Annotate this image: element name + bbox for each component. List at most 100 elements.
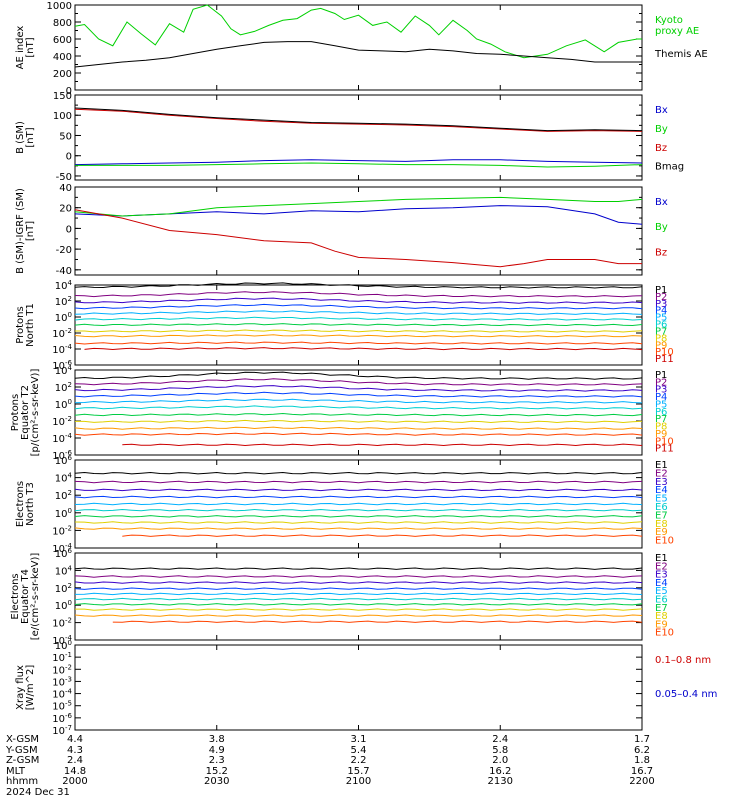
series-line-e4 bbox=[74, 587, 643, 590]
footer-value: 1.8 bbox=[634, 755, 650, 767]
footer-row: Y-GSM 4.3 4.9 5.4 5.8 6.2 bbox=[0, 744, 750, 757]
y-tick-label: 40 bbox=[59, 183, 72, 194]
y-axis-label: [p/(cm²-s-sr-keV)] bbox=[30, 369, 41, 457]
y-tick-label: 1000 bbox=[47, 1, 72, 12]
y-tick-label: 102 bbox=[55, 295, 72, 308]
y-tick-label: 10-2 bbox=[52, 617, 72, 630]
footer-value: 5.4 bbox=[350, 744, 367, 756]
y-tick-label: 10-2 bbox=[52, 327, 72, 340]
legend-entry: Bx bbox=[655, 105, 668, 116]
series-line-p7 bbox=[74, 323, 643, 327]
panel-frame bbox=[74, 644, 643, 731]
footer-value: 2.4 bbox=[492, 734, 509, 745]
y-tick-label: 150 bbox=[53, 91, 72, 102]
series-line-p10 bbox=[74, 341, 643, 345]
series-line-bz bbox=[74, 108, 643, 132]
series-line-e2 bbox=[74, 480, 643, 484]
series-line-e8 bbox=[74, 521, 643, 524]
series-line-e1 bbox=[74, 567, 643, 570]
legend-entry: E3 bbox=[655, 570, 668, 581]
panel-3: 40 20 0 -20 -40 B (SM)-IGRF (SM) [nT] Bx By Bz bbox=[15, 183, 668, 277]
footer-value: 2100 bbox=[345, 776, 372, 788]
legend-entry: P7 bbox=[655, 326, 667, 337]
y-axis-label: [W/m^2] bbox=[25, 665, 36, 711]
y-tick-label: 102 bbox=[55, 489, 72, 502]
y-tick-label: 100 bbox=[55, 599, 72, 612]
y-axis-label: Protons bbox=[10, 394, 21, 431]
series-line-p6 bbox=[74, 405, 643, 410]
y-tick-label: 20 bbox=[59, 204, 72, 215]
legend-entry: P8 bbox=[655, 422, 667, 433]
y-axis-label: North T3 bbox=[25, 482, 36, 526]
series-line-p8 bbox=[75, 419, 643, 424]
legend-entry: P1 bbox=[655, 370, 667, 381]
footer-row: MLT 14.8 15.2 15.7 16.2 16.7 bbox=[0, 765, 750, 778]
legend-entry: E7 bbox=[655, 603, 668, 614]
y-tick-label: 104 bbox=[55, 279, 73, 292]
series-line-bx bbox=[74, 159, 643, 166]
series-line-e6 bbox=[74, 597, 643, 601]
y-tick-label: 10-4 bbox=[52, 688, 72, 701]
legend-entry: E1 bbox=[655, 460, 668, 471]
series-line-p11 bbox=[84, 347, 643, 351]
y-axis-label: Equator T2 bbox=[20, 385, 31, 440]
legend-entry: P6 bbox=[655, 407, 667, 418]
y-tick-label: 104 bbox=[55, 364, 73, 377]
y-axis-label: B (SM) bbox=[15, 121, 26, 154]
y-tick-label: -40 bbox=[56, 266, 72, 277]
footer-row-name: hhmm bbox=[6, 776, 39, 788]
legend-entry: P5 bbox=[655, 313, 667, 324]
legend-entry: E7 bbox=[655, 510, 668, 521]
y-tick-label: 100 bbox=[55, 507, 72, 520]
series-line-p2 bbox=[74, 291, 643, 298]
footer-value: 2.3 bbox=[208, 755, 225, 767]
legend-entry: P1 bbox=[655, 285, 667, 296]
series-line-by bbox=[74, 196, 643, 217]
footer-value: 6.2 bbox=[634, 744, 650, 756]
y-axis-label: Electrons bbox=[15, 481, 26, 527]
footer-value: 2130 bbox=[487, 776, 513, 788]
series-line-e3 bbox=[74, 581, 643, 584]
legend-entry: P4 bbox=[655, 392, 667, 403]
series-line-e5 bbox=[74, 502, 643, 506]
y-tick-label: 10-5 bbox=[52, 700, 72, 713]
y-axis-label: North T1 bbox=[25, 303, 36, 347]
legend-entry: P10 bbox=[655, 436, 674, 447]
y-tick-label: 104 bbox=[55, 564, 73, 577]
legend-entry: P8 bbox=[655, 333, 667, 344]
legend-entry: P6 bbox=[655, 320, 667, 331]
legend-entry: P9 bbox=[655, 429, 667, 440]
y-tick-label: 104 bbox=[55, 472, 73, 485]
y-tick-label: 10-2 bbox=[52, 524, 72, 537]
y-axis-label: Electrons bbox=[10, 573, 21, 619]
y-axis-label: Equator T4 bbox=[20, 569, 31, 624]
series-line-e4 bbox=[74, 495, 643, 499]
series-line-e2 bbox=[74, 575, 643, 578]
legend-entry: E2 bbox=[655, 561, 668, 572]
y-tick-label: 106 bbox=[55, 547, 73, 560]
footer-value: 15.7 bbox=[347, 765, 370, 777]
y-tick-label: 10-3 bbox=[52, 675, 72, 688]
legend-entry: 0.05–0.4 nm bbox=[655, 689, 717, 700]
legend-entry: P11 bbox=[655, 444, 674, 455]
y-tick-label: 10-4 bbox=[52, 432, 72, 445]
footer-value: 14.8 bbox=[63, 765, 87, 777]
legend-entry: E9 bbox=[655, 527, 668, 538]
legend-entry: P10 bbox=[655, 347, 674, 358]
footer-value: 5.8 bbox=[492, 744, 509, 756]
series-line-e10 bbox=[122, 534, 643, 537]
y-tick-label: 10-2 bbox=[52, 415, 72, 428]
legend-entry: E2 bbox=[655, 468, 668, 479]
legend-entry: Bz bbox=[655, 247, 667, 258]
legend-entry: Bmag bbox=[655, 162, 684, 173]
y-tick-label: -50 bbox=[56, 172, 72, 183]
footer-value: 4.9 bbox=[208, 744, 225, 756]
y-axis-label: [e/(cm²-s-sr-keV)] bbox=[30, 553, 41, 641]
footer-value: 16.7 bbox=[630, 765, 654, 777]
series-line-p3 bbox=[74, 297, 643, 304]
y-tick-label: 0 bbox=[66, 86, 72, 97]
legend-entry: By bbox=[655, 124, 668, 135]
series-line-bz bbox=[74, 209, 642, 268]
